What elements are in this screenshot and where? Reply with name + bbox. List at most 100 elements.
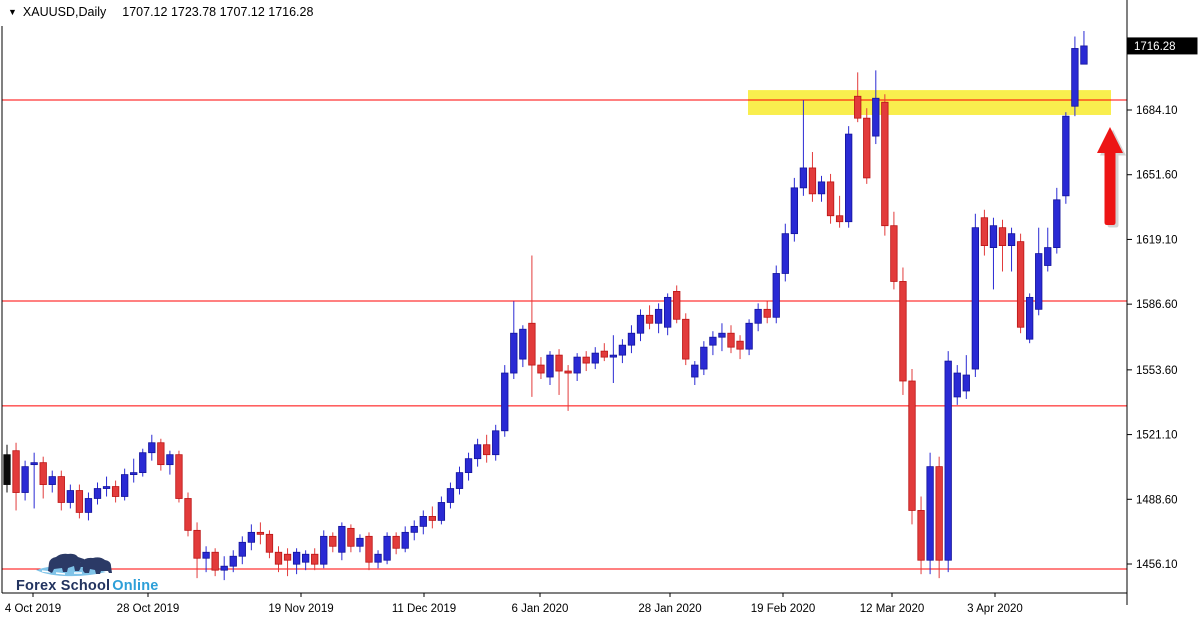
candle-body [510,332,518,374]
candle-body [139,452,147,474]
candle-body [654,308,663,324]
candle-body [998,227,1007,247]
candle-body [401,531,409,549]
candle-body [274,551,283,565]
candle-body [962,374,970,392]
bull-bear-icon [36,553,112,577]
candle-body [365,535,373,563]
x-axis-label: 4 Oct 2019 [5,603,61,615]
candle-body [519,328,527,360]
candle-body [989,225,998,248]
candle-body [528,322,536,366]
candle-body [111,486,120,497]
candle-body [211,551,219,571]
candle-body [673,291,681,320]
ohlc-readout: 1707.12 1723.78 1707.12 1716.28 [122,5,314,19]
y-axis-label: 1619.10 [1136,234,1178,246]
candle-body [356,537,364,547]
candle-body [410,525,418,533]
up-arrow[interactable] [1097,127,1123,225]
candle-body [283,553,292,561]
candle-body [292,551,301,565]
candle-body [691,364,699,378]
candle-body [220,565,228,571]
candle-body [39,462,47,485]
candle-body [664,296,672,328]
y-axis-label: 1553.60 [1136,365,1178,377]
candle-body [682,318,690,360]
symbol-timeframe-label: XAUUSD,Daily [22,5,107,19]
candle-body [130,472,138,475]
candle-body [455,472,464,489]
x-axis-label: 28 Jan 2020 [638,603,701,615]
x-axis-label: 19 Feb 2020 [751,603,816,615]
candle-body [75,490,84,513]
candle-body [1053,199,1061,248]
candle-body [392,535,400,549]
candle-body [917,510,925,561]
candle-body [627,332,636,346]
candle-body [700,346,708,370]
y-axis-label: 1684.10 [1136,105,1178,117]
candle-body [30,462,38,466]
candle-body [754,308,762,324]
x-axis-label: 11 Dec 2019 [392,603,456,615]
x-axis-label: 19 Nov 2019 [268,603,333,615]
candle-body [12,450,20,493]
candle-body [772,273,780,318]
candle-body [1044,247,1052,266]
candle-body [591,352,599,364]
logo-text: Forex School Online [16,579,186,594]
candle-body [1016,241,1025,328]
candle-body [718,332,726,338]
candle-body [618,344,627,356]
candle-body [102,486,111,489]
candle-body [175,454,183,499]
candle-body [238,541,246,557]
candle-body [727,332,735,348]
candle-body [121,474,129,497]
candle-body [763,308,771,318]
chart-title: ▼ XAUUSD,Daily 1707.12 1723.78 1707.12 1… [8,5,313,19]
highlight-zone [748,90,1111,115]
candle-body [57,476,65,503]
candle-body [1035,253,1043,310]
x-axis-label: 6 Jan 2020 [512,603,569,615]
candle-body [636,314,645,334]
candle-body [971,227,979,370]
candle-body [781,233,789,274]
symbol-dropdown-icon[interactable]: ▼ [8,6,17,17]
y-axis-label: 1586.60 [1136,299,1178,311]
candle-body [645,314,654,324]
candle-body [609,354,617,358]
x-axis-label: 28 Oct 2019 [117,603,180,615]
candle-body [745,322,753,350]
candle-body [600,350,608,358]
candle-body [546,354,554,378]
candle-body [193,529,201,559]
candle-body [826,181,835,217]
candle-body [247,531,256,543]
candle-body [374,553,382,563]
y-axis-label: 1651.60 [1136,170,1178,182]
x-axis-label: 12 Mar 2020 [860,603,925,615]
candle-body [935,466,943,561]
y-axis-label: 1521.10 [1136,430,1178,442]
candle-body [84,498,93,513]
y-axis-label: 1456.10 [1136,559,1178,571]
candle-body [501,372,509,432]
candle-body [464,458,473,474]
candle-body [301,553,310,563]
candle-body [48,476,56,485]
candle-body [890,225,898,282]
candle-body [419,516,427,527]
logo-bear-icon [77,557,112,574]
candle-body [736,340,744,350]
candle-body [229,555,237,567]
candle-body [184,498,192,531]
candle-body [338,525,346,553]
candle-body [863,117,871,179]
candle-body [808,167,817,195]
